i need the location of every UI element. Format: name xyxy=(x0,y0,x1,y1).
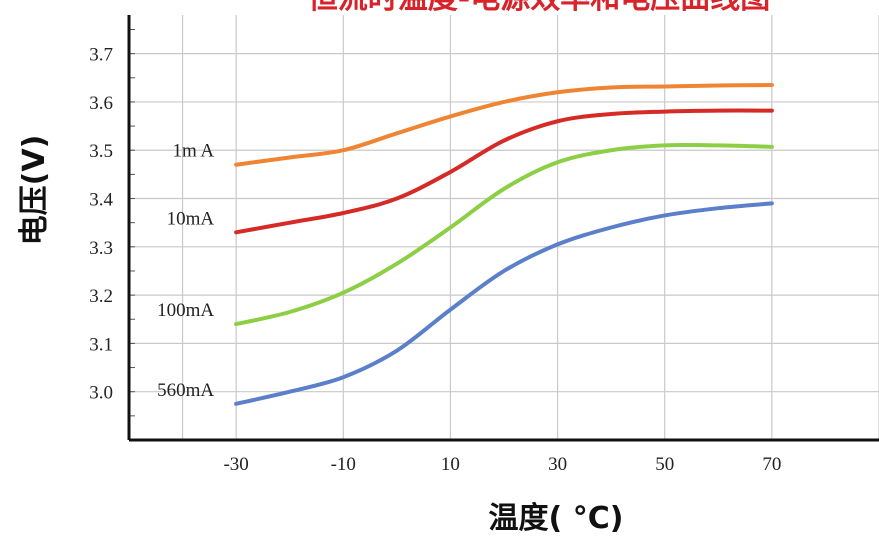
series-line-560ma xyxy=(234,201,774,406)
x-axis-title: 温度( °C) xyxy=(489,501,624,536)
series-label: 560mA xyxy=(157,380,214,401)
x-tick-label: -30 xyxy=(223,454,248,475)
x-tick-label: -10 xyxy=(331,454,356,475)
x-tick-label: 70 xyxy=(762,454,781,475)
y-tick-label: 3.4 xyxy=(89,190,113,211)
y-tick-labels: 3.0 3.1 3.2 3.3 3.4 3.5 3.6 3.7 xyxy=(89,45,113,404)
grid xyxy=(129,15,879,440)
series-line-1ma xyxy=(234,83,774,167)
series-lines xyxy=(234,83,774,406)
y-tick-label: 3.2 xyxy=(89,286,113,307)
y-tick-label: 3.6 xyxy=(89,93,113,114)
series-label: 1m A xyxy=(172,141,214,162)
x-tick-label: 10 xyxy=(441,454,460,475)
series-label: 100mA xyxy=(157,300,214,321)
series-label: 10mA xyxy=(167,208,215,229)
chart-title: 恒流时温度-电源效率和电压曲线图 xyxy=(308,0,770,16)
y-tick-label: 3.3 xyxy=(89,238,113,259)
y-tick-label: 3.1 xyxy=(89,334,113,355)
series-labels: 1m A 10mA 100mA 560mA xyxy=(157,141,214,401)
y-tick-label: 3.5 xyxy=(89,141,113,162)
x-tick-labels: -30 -10 10 30 50 70 xyxy=(223,454,781,475)
series-line-100ma xyxy=(234,142,774,327)
y-axis-title: 电压(V) xyxy=(17,135,52,246)
y-tick-label: 3.7 xyxy=(89,45,113,66)
series-line-10ma xyxy=(234,108,774,235)
x-tick-label: 50 xyxy=(655,454,674,475)
axes xyxy=(127,15,879,442)
x-tick-label: 30 xyxy=(548,454,567,475)
y-tick-label: 3.0 xyxy=(89,383,113,404)
